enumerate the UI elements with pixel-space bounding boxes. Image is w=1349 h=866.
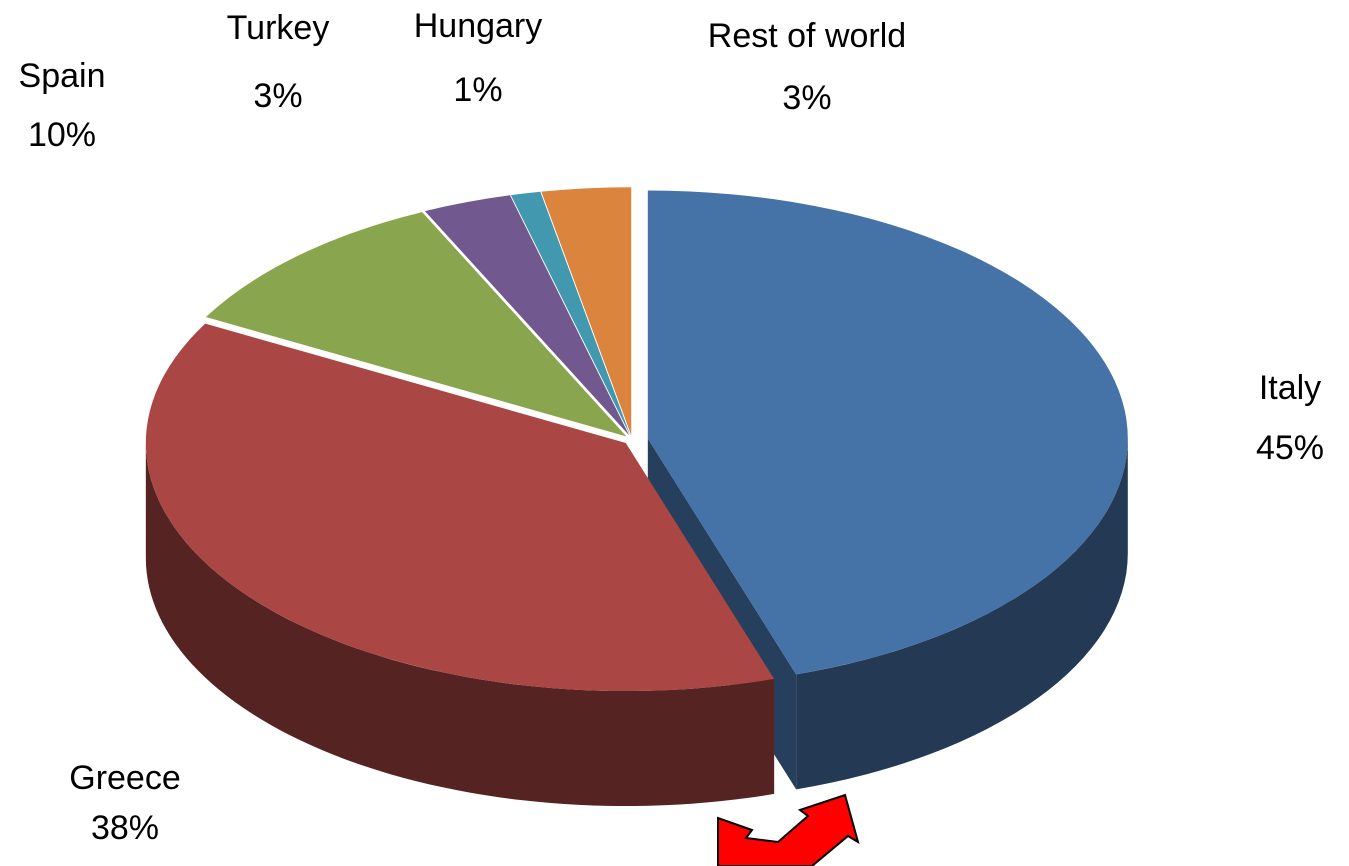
value-label: 45% — [1256, 429, 1324, 467]
category-label: Hungary — [414, 7, 543, 45]
value-label: 38% — [91, 809, 159, 847]
category-label: Greece — [69, 759, 181, 797]
value-label: 10% — [28, 116, 96, 154]
slice — [145, 323, 775, 692]
slice-side — [145, 443, 775, 807]
category-label: Italy — [1259, 369, 1321, 407]
decorative-arrow — [717, 793, 860, 866]
slice — [510, 191, 631, 436]
slice — [541, 187, 632, 436]
value-label: 3% — [253, 77, 302, 115]
value-label: 3% — [782, 79, 831, 117]
data-labels: Italy 45% Greece 38% Spain 10% Turkey 3% Hungary… — [19, 7, 1325, 847]
slice — [647, 190, 1128, 675]
category-label: Rest of world — [708, 17, 906, 55]
slice — [205, 212, 627, 437]
category-label: Turkey — [227, 9, 330, 47]
category-label: Spain — [19, 57, 106, 95]
value-label: 1% — [453, 71, 502, 109]
slice — [424, 195, 630, 436]
slice-side — [796, 438, 1128, 790]
slice-tops — [145, 187, 1128, 692]
